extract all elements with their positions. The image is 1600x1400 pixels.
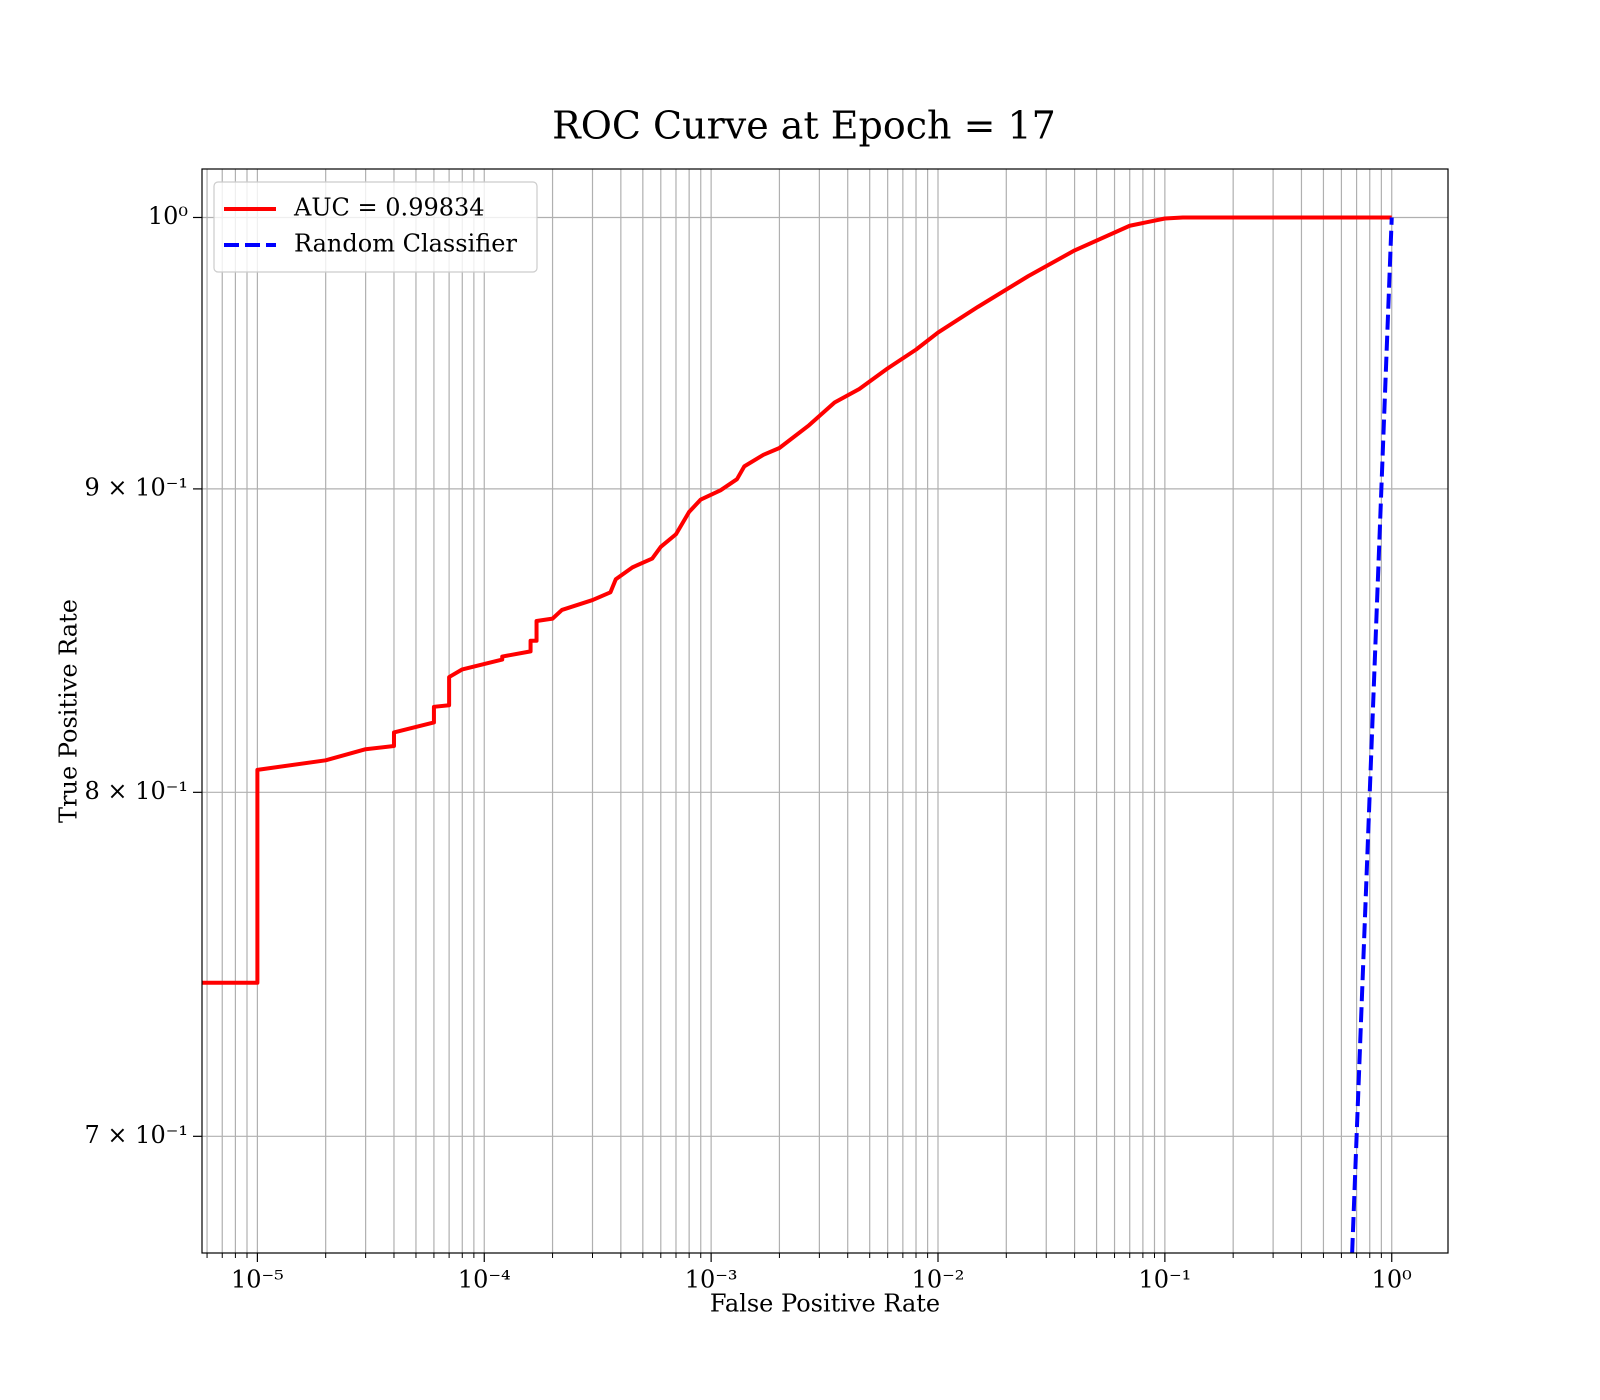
chart-title: ROC Curve at Epoch = 17	[552, 104, 1056, 148]
x-tick-label: 10⁻²	[912, 1266, 965, 1294]
plot-frame	[201, 168, 1449, 1254]
y-tick-label: 8 × 10⁻¹	[85, 777, 188, 805]
x-tick-label: 10⁻¹	[1138, 1266, 1191, 1294]
x-tick-label: 10⁰	[1372, 1266, 1412, 1294]
x-tick-label: 10⁻³	[685, 1266, 738, 1294]
legend-label: AUC = 0.99834	[293, 194, 485, 222]
legend-label: Random Classifier	[294, 230, 517, 258]
x-axis-label: False Positive Rate	[710, 1290, 940, 1318]
y-tick-label: 10⁰	[148, 202, 188, 230]
legend-box	[213, 181, 538, 273]
y-tick-label: 9 × 10⁻¹	[85, 473, 188, 501]
y-tick-label: 7 × 10⁻¹	[85, 1121, 188, 1149]
x-tick-label: 10⁻⁵	[231, 1266, 284, 1294]
series-line	[202, 215, 1392, 985]
y-axis-label: True Positive Rate	[55, 599, 83, 823]
x-tick-label: 10⁻⁴	[458, 1266, 511, 1294]
series-line	[1350, 217, 1394, 1253]
